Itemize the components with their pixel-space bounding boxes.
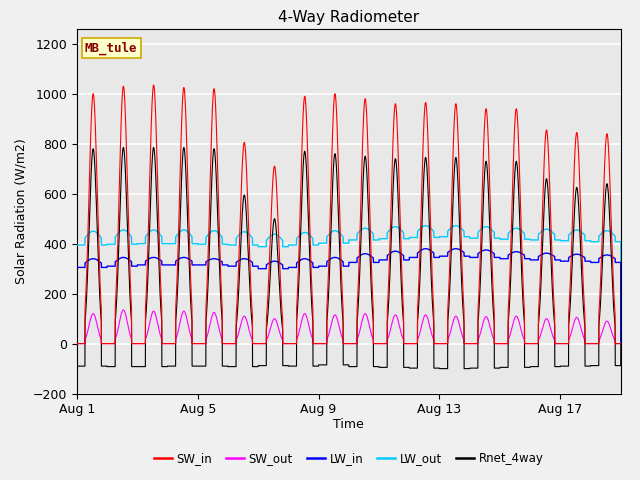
Text: MB_tule: MB_tule — [85, 42, 138, 55]
Y-axis label: Solar Radiation (W/m2): Solar Radiation (W/m2) — [14, 138, 27, 284]
X-axis label: Time: Time — [333, 418, 364, 431]
Legend: SW_in, SW_out, LW_in, LW_out, Rnet_4way: SW_in, SW_out, LW_in, LW_out, Rnet_4way — [149, 447, 548, 469]
Title: 4-Way Radiometer: 4-Way Radiometer — [278, 10, 419, 25]
